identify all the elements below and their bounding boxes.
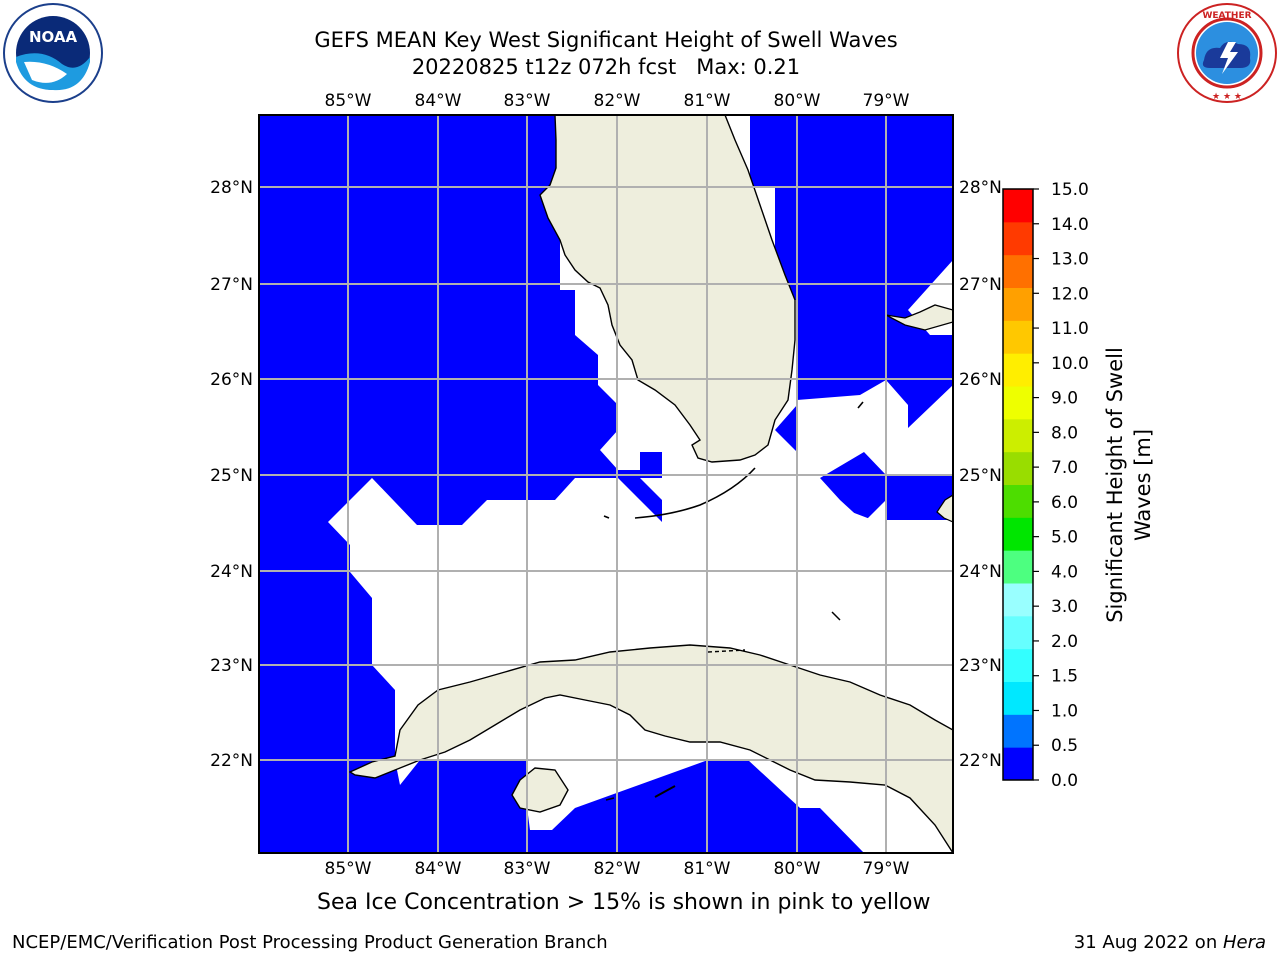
lon-label-top: 82°W: [594, 91, 641, 111]
colorbar-tick-label: 1.5: [1051, 667, 1078, 687]
footer-machine: Hera: [1222, 932, 1266, 953]
colorbar-swatch: [1003, 353, 1033, 387]
footer-date-text: 31 Aug 2022 on: [1073, 932, 1223, 953]
lat-label-left: 22°N: [210, 751, 253, 771]
sea-ice-note: Sea Ice Concentration > 15% is shown in …: [317, 890, 931, 915]
colorbar-tick-label: 6.0: [1051, 493, 1078, 513]
florida-landmass: [539, 115, 796, 463]
colorbar-tick-label: 0.0: [1051, 771, 1078, 791]
map-area: [259, 115, 953, 853]
lon-label-bottom: 79°W: [863, 859, 910, 879]
grand-bahama: [885, 304, 953, 331]
colorbar-swatch: [1003, 615, 1033, 650]
colorbar-swatch: [1003, 189, 1033, 223]
colorbar-tick-label: 10.0: [1051, 354, 1089, 374]
colorbar-swatch: [1003, 221, 1033, 256]
lon-label-bottom: 82°W: [594, 859, 641, 879]
lat-label-right: 28°N: [959, 178, 1002, 198]
lat-label-left: 27°N: [210, 275, 253, 295]
lon-label-bottom: 84°W: [415, 859, 462, 879]
footer-date: 31 Aug 2022 on Hera: [1074, 932, 1266, 953]
colorbar-tick-label: 13.0: [1051, 250, 1089, 270]
lon-label-bottom: 85°W: [325, 859, 372, 879]
colorbar-swatch: [1003, 484, 1033, 518]
colorbar-tick-label: 9.0: [1051, 389, 1078, 409]
florida-keys: [634, 467, 756, 519]
lat-label-left: 23°N: [210, 656, 253, 676]
lon-label-bottom: 83°W: [504, 859, 551, 879]
lat-label-right: 26°N: [959, 370, 1002, 390]
colorbar-label: Waves [m]: [1131, 429, 1155, 541]
colorbar-tick-label: 0.5: [1051, 736, 1078, 756]
lat-label-right: 24°N: [959, 562, 1002, 582]
colorbar-swatch: [1003, 550, 1033, 584]
colorbar-swatch: [1003, 418, 1033, 453]
colorbar-tick-label: 8.0: [1051, 423, 1078, 443]
lon-label-bottom: 81°W: [684, 859, 731, 879]
svg-text:★ ★ ★: ★ ★ ★: [1212, 92, 1242, 102]
lat-label-right: 25°N: [959, 466, 1002, 486]
lat-label-right: 22°N: [959, 751, 1002, 771]
colorbar-swatch: [1003, 451, 1033, 485]
colorbar-tick-label: 15.0: [1051, 180, 1089, 200]
lat-label-left: 26°N: [210, 370, 253, 390]
colorbar-swatch: [1003, 648, 1033, 682]
colorbar-tick-label: 5.0: [1051, 528, 1078, 548]
colorbar: 0.0 0.5 1.0 1.5 2.0 3.0 4.0 5.0 6.0 7.0 8.0 9.0 10.0…: [1002, 180, 1089, 791]
footer-credit: NCEP/EMC/Verification Post Processing Pr…: [12, 932, 608, 953]
map-frame: [258, 114, 954, 854]
lon-label-top: 80°W: [774, 91, 821, 111]
colorbar-tick-label: 12.0: [1051, 284, 1089, 304]
cuba-landmass: [348, 644, 953, 853]
lat-label-left: 28°N: [210, 178, 253, 198]
lon-label-top: 79°W: [863, 91, 910, 111]
lon-label-top: 84°W: [415, 91, 462, 111]
colorbar-swatch: [1003, 747, 1033, 781]
lat-label-right: 27°N: [959, 275, 1002, 295]
lat-label-right: 23°N: [959, 656, 1002, 676]
lat-label-left: 24°N: [210, 562, 253, 582]
colorbar-swatch: [1003, 320, 1033, 354]
lon-label-top: 85°W: [325, 91, 372, 111]
colorbar-swatch: [1003, 287, 1033, 321]
colorbar-swatch: [1003, 517, 1033, 551]
colorbar-tick-label: 1.0: [1051, 701, 1078, 721]
colorbar-tick-label: 2.0: [1051, 632, 1078, 652]
svg-text:WEATHER: WEATHER: [1202, 11, 1251, 21]
chart-subtitle: 20220825 t12z 072h fcst Max: 0.21: [411, 55, 801, 79]
noaa-logo-text: NOAA: [29, 28, 78, 46]
colorbar-tick-label: 7.0: [1051, 458, 1078, 478]
colorbar-tick-label: 11.0: [1051, 319, 1089, 339]
lon-label-top: 83°W: [504, 91, 551, 111]
lon-label-top: 81°W: [684, 91, 731, 111]
colorbar-tick-label: 4.0: [1051, 562, 1078, 582]
colorbar-swatch: [1003, 681, 1033, 715]
colorbar-frame: [1002, 188, 1034, 781]
lat-label-left: 25°N: [210, 466, 253, 486]
colorbar-swatch: [1003, 386, 1033, 420]
colorbar-tick-label: 3.0: [1051, 597, 1078, 617]
colorbar-tick-label: 14.0: [1051, 215, 1089, 235]
colorbar-label: Significant Height of Swell: [1103, 347, 1127, 623]
lon-label-bottom: 80°W: [774, 859, 821, 879]
nws-logo: WEATHER ★ ★ ★: [1177, 3, 1277, 103]
colorbar-swatch: [1003, 583, 1033, 617]
graticule: [259, 115, 953, 853]
noaa-logo: NOAA: [3, 3, 103, 103]
colorbar-swatch: [1003, 714, 1033, 748]
colorbar-swatch: [1003, 254, 1033, 288]
chart-title: GEFS MEAN Key West Significant Height of…: [314, 28, 898, 52]
